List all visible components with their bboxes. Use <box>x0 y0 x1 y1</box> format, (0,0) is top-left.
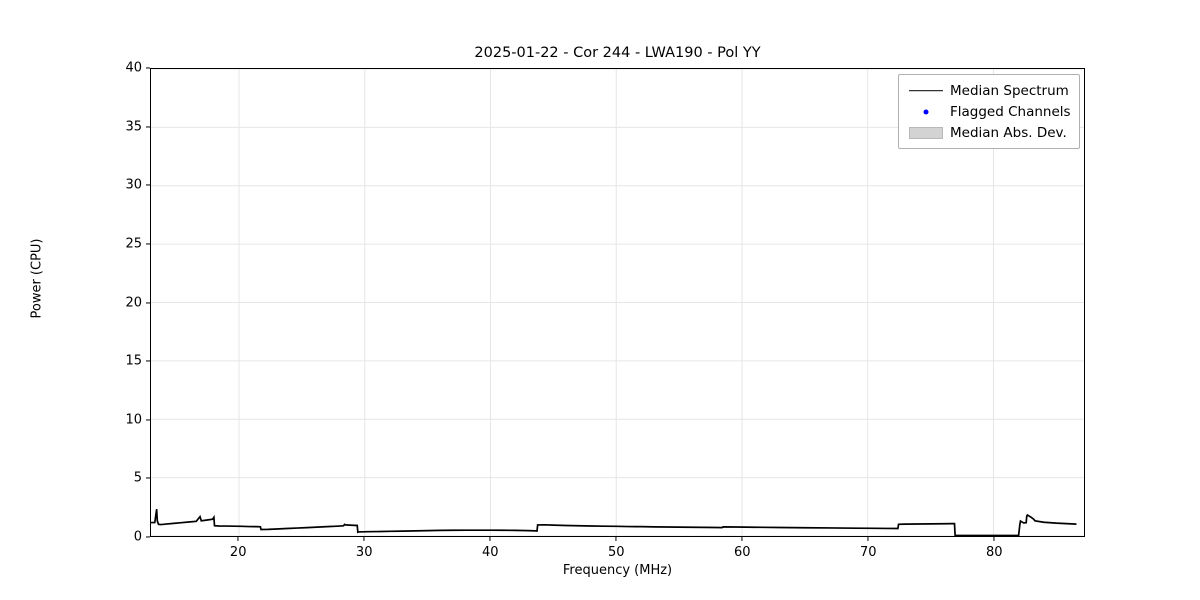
y-axis-tick-label: 35 <box>125 119 142 135</box>
y-axis-tick-label: 30 <box>125 177 142 193</box>
legend-line-swatch <box>906 80 946 101</box>
y-axis-tick-labels: 0 5 10 15 20 25 30 35 40 <box>100 61 142 545</box>
line-icon <box>909 89 943 92</box>
x-axis-tick-mark <box>237 537 239 541</box>
median-spectrum-line <box>151 509 1076 535</box>
y-axis-tick-label: 10 <box>125 412 142 428</box>
legend-patch-swatch <box>906 122 946 143</box>
legend-item: Flagged Channels <box>906 101 1071 122</box>
y-axis-tick-mark <box>146 67 150 69</box>
y-axis-tick-mark <box>146 126 150 128</box>
patch-icon <box>909 126 943 139</box>
x-axis-tick-label: 60 <box>733 545 751 560</box>
x-axis-label: Frequency (MHz) <box>562 563 673 578</box>
x-axis-tick-mark <box>741 537 743 541</box>
legend-item-label: Median Abs. Dev. <box>950 124 1067 141</box>
chart-title: 2025-01-22 - Cor 244 - LWA190 - Pol YY <box>474 45 761 61</box>
y-axis-tick-mark <box>146 301 150 304</box>
x-axis-tick-label: 20 <box>229 545 247 560</box>
dot-icon <box>923 109 929 114</box>
y-axis-tick-mark <box>146 360 150 362</box>
x-axis-tick-labels: 20 30 40 50 60 70 80 <box>150 537 1085 567</box>
x-axis-tick-mark <box>615 537 617 541</box>
y-axis-tick-label: 5 <box>133 470 142 486</box>
y-axis-tick-label: 20 <box>125 295 142 310</box>
y-axis-tick-mark <box>146 536 150 538</box>
y-axis-tick-mark <box>146 477 150 479</box>
y-axis-tick-label: 0 <box>133 529 142 545</box>
x-axis-tick-mark <box>867 537 869 541</box>
legend-item-label: Median Spectrum <box>950 82 1069 99</box>
x-axis-tick-mark <box>993 537 995 541</box>
data-layer <box>151 69 1084 536</box>
x-axis-tick-mark <box>363 537 365 541</box>
legend-dot-swatch <box>906 101 946 122</box>
y-axis-label: Power (CPU) <box>29 238 45 319</box>
x-axis-tick-label: 70 <box>859 545 877 560</box>
legend-item-label: Flagged Channels <box>950 103 1071 120</box>
x-axis-tick-label: 80 <box>985 545 1003 560</box>
grid-layer <box>151 69 1084 536</box>
y-axis-tick-label: 15 <box>125 353 142 369</box>
x-axis-tick-label: 40 <box>481 545 499 560</box>
x-axis-tick-label: 30 <box>355 545 373 560</box>
y-axis-tick-mark <box>146 184 150 186</box>
y-axis-tick-label: 25 <box>125 236 142 252</box>
chart-legend: Median Spectrum Flagged Channels Median Ab… <box>898 74 1080 149</box>
y-axis-tick-label: 40 <box>125 60 142 76</box>
x-axis-tick-label: 50 <box>607 545 625 560</box>
x-axis-tick-mark <box>489 537 491 541</box>
y-axis-tick-mark <box>146 419 150 421</box>
legend-item: Median Spectrum <box>906 80 1071 101</box>
legend-item: Median Abs. Dev. <box>906 122 1071 143</box>
y-axis-tick-mark <box>146 243 150 245</box>
